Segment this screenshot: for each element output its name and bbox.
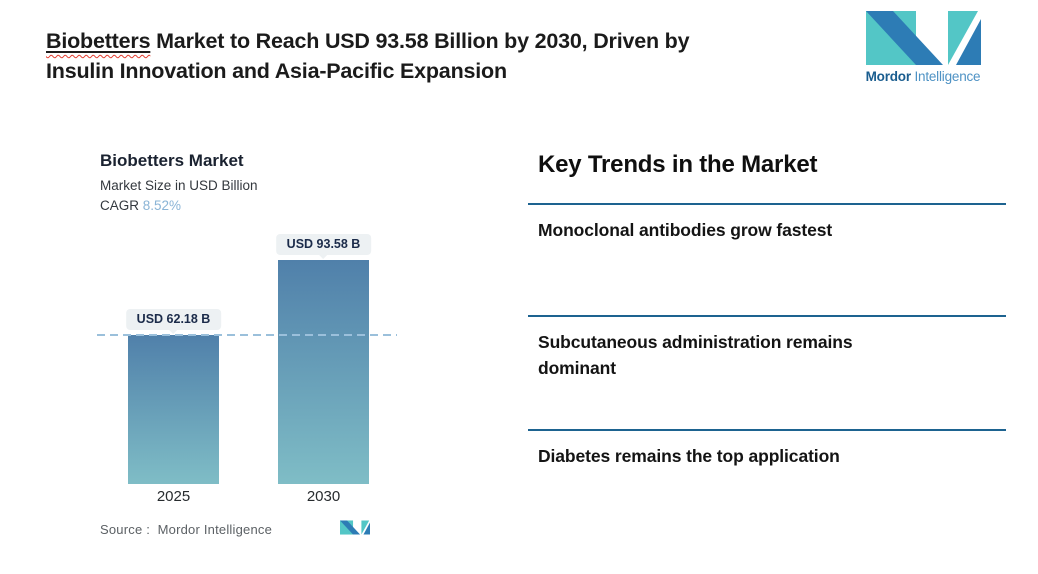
trend-item-label: Diabetes remains the top application: [538, 446, 840, 466]
value-label-pointer: [318, 254, 329, 259]
trend-item-label: Subcutaneous administration remains domi…: [538, 332, 853, 378]
value-label-pointer: [168, 329, 179, 334]
chart-header: Biobetters Market Market Size in USD Bil…: [100, 150, 420, 216]
trends-list: Monoclonal antibodies grow fastest Subcut…: [528, 203, 1006, 469]
brand-logo: Mordor Intelligence: [858, 11, 988, 84]
x-axis-label-2030: 2030: [306, 488, 341, 505]
chart-cagr: CAGR 8.52%: [100, 198, 182, 213]
brand-name: Mordor Intelligence: [865, 69, 981, 84]
bar-chart: USD 62.18 B 2025 USD 93.58 B 2030: [95, 230, 415, 505]
key-trends-panel: Key Trends in the Market Monoclonal anti…: [528, 143, 1006, 469]
reference-dashed-line: [97, 334, 397, 336]
mordor-logo-icon: [865, 11, 981, 65]
value-label-2030: USD 93.58 B: [275, 234, 372, 259]
chart-subtitle: Market Size in USD Billion: [100, 178, 258, 193]
mordor-logo-small-icon: [340, 520, 370, 535]
headline-line1: Market to Reach USD 93.58 Billion by 203…: [150, 29, 690, 53]
bar-2030: [278, 260, 369, 484]
chart-source: Source : Mordor Intelligence: [100, 522, 272, 537]
x-axis-label-2025: 2025: [156, 488, 191, 505]
trends-title: Key Trends in the Market: [538, 151, 818, 178]
trend-item-label: Monoclonal antibodies grow fastest: [538, 220, 833, 240]
trend-item-3: Diabetes remains the top application: [528, 429, 1006, 469]
bar-2025: [128, 335, 219, 484]
trend-item-2: Subcutaneous administration remains domi…: [528, 315, 1006, 429]
cagr-value: 8.52%: [142, 198, 182, 213]
value-label-2025: USD 62.18 B: [125, 309, 222, 334]
trend-item-1: Monoclonal antibodies grow fastest: [528, 203, 1006, 315]
chart-title: Biobetters Market: [100, 151, 244, 170]
headline-line2: Insulin Innovation and Asia-Pacific Expa…: [46, 59, 507, 83]
page-title: Biobetters Market to Reach USD 93.58 Bil…: [46, 26, 876, 86]
headline-underlined-word: Biobetters: [46, 29, 151, 53]
